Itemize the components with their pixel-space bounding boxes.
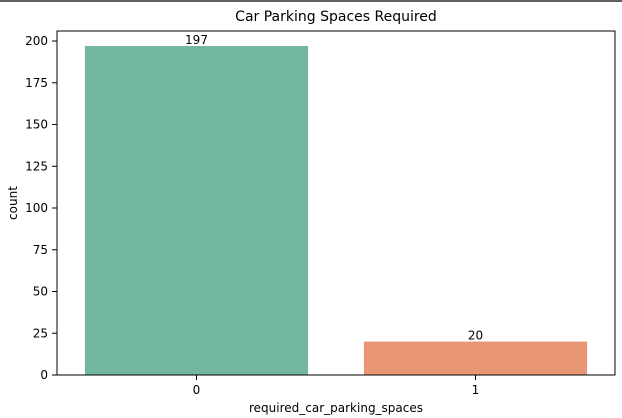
y-axis-ticks: 0 25 50 75 100 125 150 175 200 <box>25 34 57 382</box>
y-tick-label: 125 <box>25 159 48 173</box>
x-axis-label: required_car_parking_spaces <box>249 401 423 415</box>
bar-value-label: 197 <box>185 33 208 47</box>
y-tick-label: 0 <box>40 368 48 382</box>
y-tick-label: 175 <box>25 76 48 90</box>
bars-group: 197 20 <box>84 33 588 376</box>
y-tick-label: 50 <box>33 285 48 299</box>
plot-frame <box>56 30 616 376</box>
bar-1 <box>363 341 588 375</box>
y-tick-label: 200 <box>25 34 48 48</box>
chart-title: Car Parking Spaces Required <box>235 9 437 25</box>
bar-value-label: 20 <box>468 329 483 343</box>
x-tick-label: 0 <box>193 383 201 397</box>
bar-0 <box>84 46 309 376</box>
y-axis-label: count <box>6 186 20 220</box>
y-tick-label: 100 <box>25 201 48 215</box>
y-tick-label: 150 <box>25 118 48 132</box>
y-tick-label: 25 <box>33 326 48 340</box>
x-tick-label: 1 <box>472 383 480 397</box>
y-tick-label: 75 <box>33 243 48 257</box>
